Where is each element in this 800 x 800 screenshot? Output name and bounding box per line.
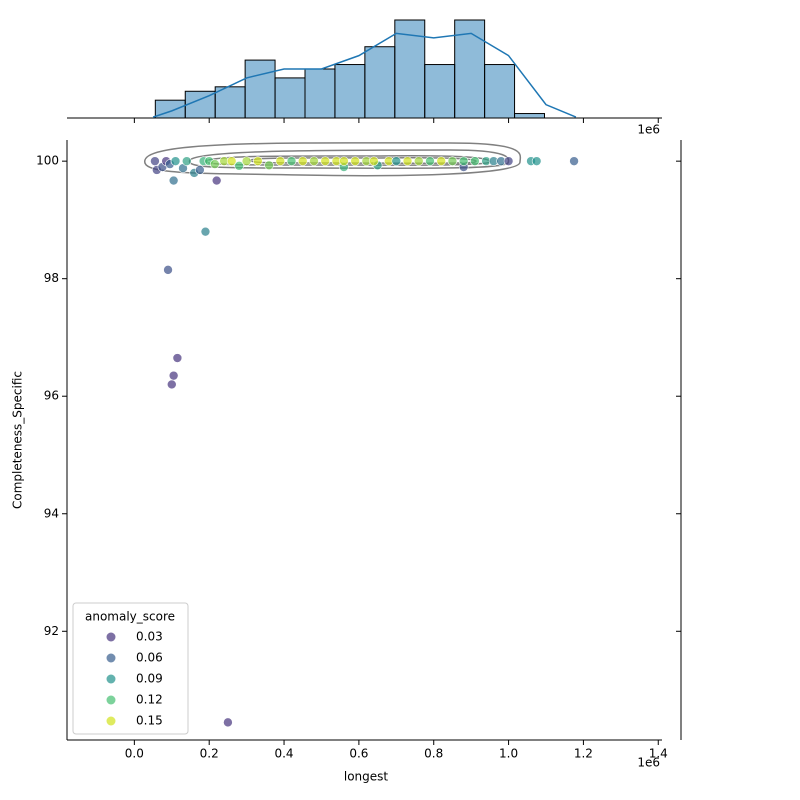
x-tick-label: 0.8: [424, 747, 443, 761]
scatter-point: [297, 156, 308, 166]
scatter-point: [163, 265, 173, 275]
legend-marker: [106, 695, 116, 705]
scatter-point: [436, 156, 447, 166]
histogram-bar: [514, 113, 545, 119]
x-offset-label: 1e6: [637, 756, 660, 770]
legend-label: 0.09: [136, 672, 163, 686]
x-axis-label: longest: [344, 770, 389, 784]
legend-title: anomaly_score: [85, 610, 175, 624]
x-tick-label: 0.6: [349, 747, 368, 761]
y-axis-label: Completeness_Specific: [11, 371, 25, 509]
scatter-point: [458, 156, 469, 166]
histogram-bar: [304, 68, 336, 119]
scatter-point: [286, 156, 297, 166]
scatter-point: [369, 156, 379, 166]
y-tick-label: 92: [44, 624, 59, 638]
x-offset-label: 1e6: [637, 123, 660, 137]
scatter-point: [425, 156, 435, 166]
scatter-point: [447, 156, 458, 166]
scatter-point: [309, 156, 319, 166]
scatter-point: [200, 226, 211, 237]
legend-box: [72, 602, 189, 735]
legend-marker: [106, 653, 116, 663]
x-tick-label: 1.0: [499, 747, 518, 761]
scatter-point: [391, 156, 402, 166]
scatter-point: [402, 156, 413, 166]
scatter-point: [150, 156, 160, 166]
x-tick-label: 0.0: [125, 747, 144, 761]
histogram-bar: [244, 59, 276, 119]
scatter-point: [181, 156, 192, 166]
x-tick-label: 1.4: [649, 747, 668, 761]
scatter-point: [211, 175, 222, 186]
contour: [144, 142, 522, 177]
legend-marker: [106, 632, 116, 642]
scatter-point: [253, 156, 263, 166]
scatter-point: [172, 353, 183, 363]
scatter-point: [320, 156, 331, 166]
scatter-point: [241, 156, 252, 166]
scatter-point: [470, 156, 480, 166]
scatter-point: [275, 156, 286, 166]
legend-label: 0.15: [136, 714, 163, 728]
legend-marker: [106, 716, 116, 726]
scatter-point: [413, 156, 424, 166]
legend-marker: [106, 674, 116, 684]
histogram-bar: [334, 64, 366, 119]
x-tick-label: 1.2: [574, 747, 593, 761]
scatter-point: [168, 370, 179, 381]
x-tick-label: 0.2: [200, 747, 219, 761]
legend-label: 0.03: [136, 630, 163, 644]
histogram-bar: [364, 46, 396, 119]
scatter-point: [168, 175, 179, 186]
y-tick-label: 98: [44, 271, 59, 285]
scatter-point: [531, 156, 542, 166]
histogram-bar: [274, 77, 306, 119]
scatter-point: [234, 161, 244, 171]
y-tick-label: 100: [36, 154, 59, 168]
scatter-point: [170, 156, 181, 166]
scatter-point: [339, 156, 349, 166]
scatter-point: [195, 165, 205, 175]
legend-label: 0.06: [136, 651, 163, 665]
scatter-point: [569, 156, 579, 166]
y-tick-label: 94: [44, 506, 59, 520]
scatter-point: [264, 160, 274, 171]
legend-label: 0.12: [136, 693, 163, 707]
scatter-point: [350, 156, 360, 166]
y-tick-label: 96: [44, 389, 59, 403]
scatter-point: [166, 379, 177, 390]
histogram-bar: [424, 64, 456, 119]
kde-line: [152, 32, 577, 118]
x-tick-label: 0.4: [274, 747, 293, 761]
scatter-point: [223, 717, 233, 728]
scatter-point: [226, 156, 237, 166]
scatter-point: [210, 159, 220, 169]
histogram-bar: [484, 64, 516, 119]
scatter-point: [503, 156, 514, 166]
